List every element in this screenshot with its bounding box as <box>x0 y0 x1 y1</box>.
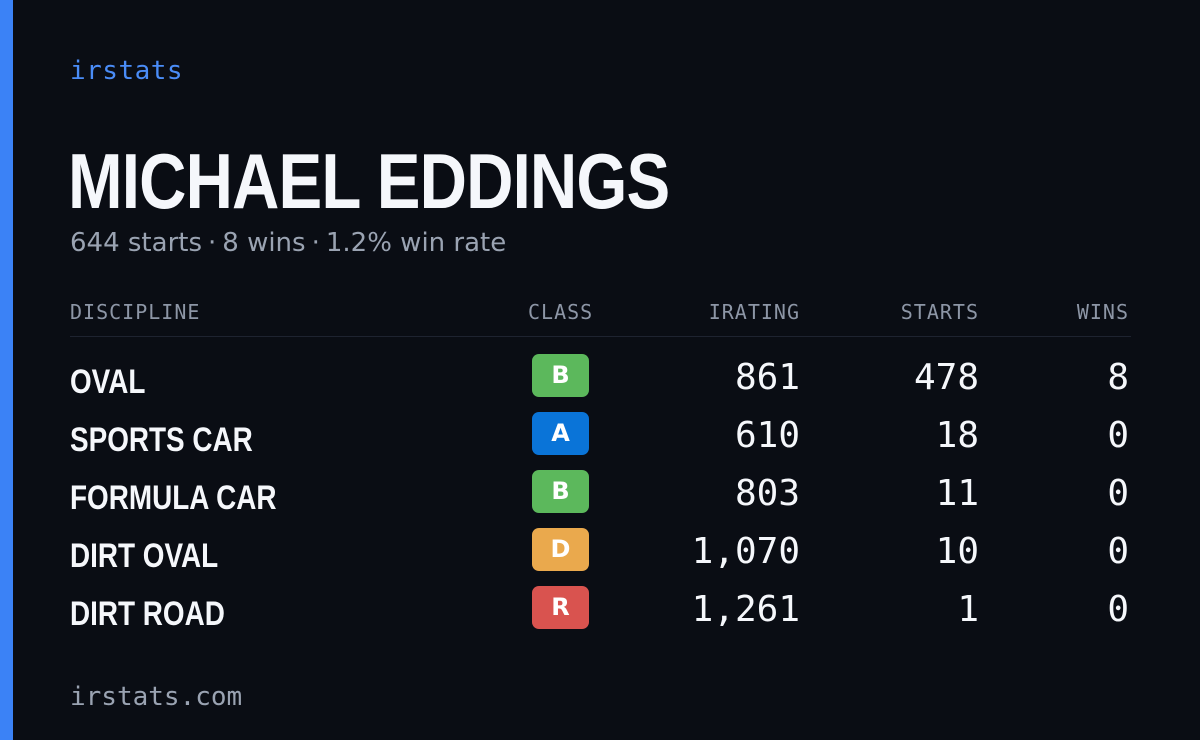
header-irating: IRATING <box>708 300 800 324</box>
irating-value: 1,261 <box>691 589 800 630</box>
class-badge: R <box>532 586 589 629</box>
separator: · <box>208 228 217 258</box>
starts-count: 644 starts <box>70 228 202 258</box>
win-rate: 1.2% win rate <box>325 228 507 258</box>
table-row: OVAL B 861 478 8 <box>70 350 1131 408</box>
table-row: DIRT ROAD R 1,261 1 0 <box>70 582 1131 640</box>
separator: · <box>311 228 320 258</box>
wins-value: 0 <box>1107 531 1129 572</box>
starts-value: 18 <box>935 415 979 456</box>
header-starts: STARTS <box>900 300 979 324</box>
wins-value: 0 <box>1107 415 1129 456</box>
starts-value: 1 <box>957 589 979 630</box>
table-row: FORMULA CAR B 803 11 0 <box>70 466 1131 524</box>
irating-value: 1,070 <box>691 531 800 572</box>
discipline-name: DIRT ROAD <box>70 595 225 633</box>
discipline-name: FORMULA CAR <box>70 479 277 517</box>
header-class: CLASS <box>528 300 594 324</box>
header-wins: WINS <box>1076 300 1129 324</box>
discipline-name: SPORTS CAR <box>70 421 253 459</box>
discipline-name: DIRT OVAL <box>70 537 219 575</box>
starts-value: 478 <box>913 357 979 398</box>
header-discipline: DISCIPLINE <box>70 300 201 324</box>
wins-value: 0 <box>1107 473 1129 514</box>
wins-value: 8 <box>1107 357 1129 398</box>
wins-value: 0 <box>1107 589 1129 630</box>
footer-link[interactable]: irstats.com <box>70 682 243 712</box>
class-badge: A <box>532 412 589 455</box>
starts-value: 11 <box>935 473 979 514</box>
table-row: SPORTS CAR A 610 18 0 <box>70 408 1131 466</box>
accent-bar <box>0 0 13 740</box>
irating-value: 803 <box>734 473 800 514</box>
driver-summary: 644 starts · 8 wins · 1.2% win rate <box>70 228 506 258</box>
driver-name: MICHAEL EDDINGS <box>68 137 670 225</box>
table-header: DISCIPLINE CLASS IRATING STARTS WINS <box>70 300 1131 337</box>
class-badge: B <box>532 470 589 513</box>
starts-value: 10 <box>935 531 979 572</box>
discipline-table: OVAL B 861 478 8 SPORTS CAR A 610 18 0 F… <box>70 350 1131 640</box>
table-row: DIRT OVAL D 1,070 10 0 <box>70 524 1131 582</box>
discipline-name: OVAL <box>70 363 146 401</box>
wins-count: 8 wins <box>222 228 306 258</box>
brand-logo: irstats <box>70 56 184 86</box>
irating-value: 610 <box>734 415 800 456</box>
class-badge: D <box>532 528 589 571</box>
irating-value: 861 <box>734 357 800 398</box>
class-badge: B <box>532 354 589 397</box>
